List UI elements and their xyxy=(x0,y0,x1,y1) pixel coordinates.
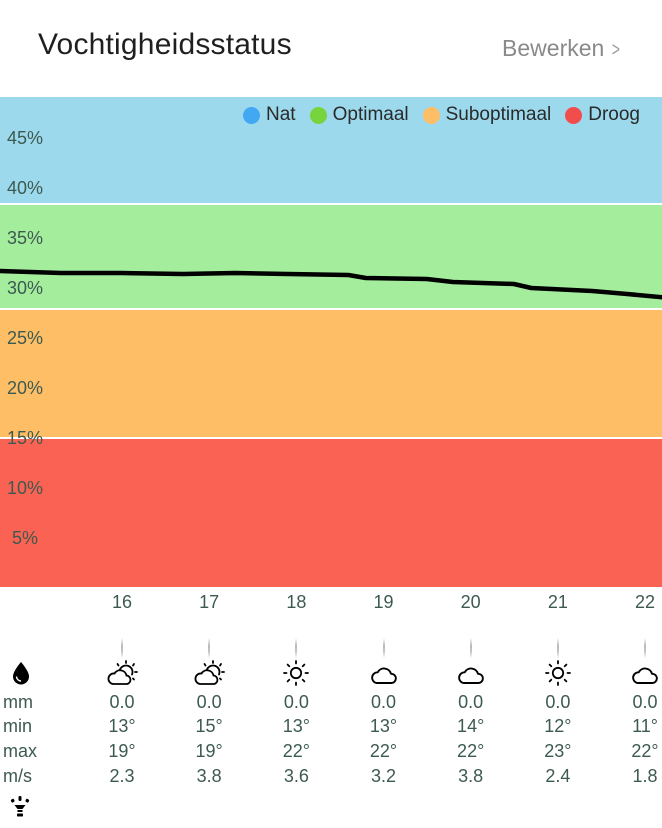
legend-label-suboptimaal: Suboptimaal xyxy=(445,104,552,125)
forecast-mm-value: 0.0 xyxy=(632,692,658,712)
forecast-wind-value: 3.8 xyxy=(458,766,484,786)
legend-label-optimaal: Optimaal xyxy=(332,104,409,125)
y-tick-label: 40% xyxy=(7,178,43,198)
forecast-min-value: 15° xyxy=(195,716,223,736)
forecast-min-value: 13° xyxy=(282,716,310,736)
moisture-line xyxy=(0,268,662,300)
forecast-mm-value: 0.0 xyxy=(370,692,397,712)
moisture-chart: 5% 10% 15% 20% 25% 30% 35% 40% 45% xyxy=(0,97,662,587)
y-tick-label: 10% xyxy=(7,478,43,498)
day-tick-mark xyxy=(121,638,123,658)
y-tick-label: 35% xyxy=(7,228,43,248)
day-tick-mark xyxy=(469,638,472,658)
forecast-wind-value: 3.6 xyxy=(283,766,309,786)
day-label: 16 xyxy=(111,592,133,612)
legend-label-droog: Droog xyxy=(588,104,640,125)
edit-button[interactable]: Bewerken > xyxy=(502,35,622,62)
legend-dot-droog xyxy=(565,106,583,124)
row-label-wind: m/s xyxy=(3,766,32,786)
forecast-wind-value: 3.8 xyxy=(196,766,222,786)
day-label: 19 xyxy=(373,592,394,612)
day-label: 18 xyxy=(286,592,307,612)
forecast-max-value: 19° xyxy=(195,741,223,761)
forecast-max-value: 22° xyxy=(631,741,659,761)
cloudy-icon xyxy=(454,659,488,687)
cloudy-icon xyxy=(628,659,662,687)
edit-label: Bewerken xyxy=(502,35,605,61)
forecast-wind-value: 2.4 xyxy=(545,766,571,786)
legend-label-nat: Nat xyxy=(266,104,296,125)
day-label: 22 xyxy=(635,592,656,612)
row-label-max: max xyxy=(3,741,38,761)
chart-legend: Nat Optimaal Suboptimaal Droog xyxy=(229,104,640,126)
forecast-mm-value: 0.0 xyxy=(283,692,309,712)
partly-cloudy-icon xyxy=(105,659,139,687)
y-tick-label: 5% xyxy=(12,528,38,548)
forecast-min-value: 12° xyxy=(544,716,572,736)
y-tick-label: 45% xyxy=(7,128,43,148)
forecast-min-value: 11° xyxy=(632,716,658,736)
band-optimaal xyxy=(0,204,662,309)
forecast-max-value: 22° xyxy=(282,741,310,761)
day-label: 20 xyxy=(460,592,481,612)
forecast-mm-value: 0.0 xyxy=(458,692,484,712)
y-tick-label: 15% xyxy=(7,428,43,448)
row-label-mm: mm xyxy=(3,692,33,712)
forecast-mm-value: 0.0 xyxy=(545,692,571,712)
header: Vochtigheidsstatus Bewerken > xyxy=(0,0,662,97)
y-tick-label: 20% xyxy=(7,378,43,398)
forecast-min-value: 13° xyxy=(108,716,136,736)
partly-cloudy-icon xyxy=(192,659,226,687)
y-tick-label: 25% xyxy=(7,328,43,348)
band-suboptimaal xyxy=(0,309,662,438)
forecast-min-value: 13° xyxy=(369,716,398,736)
legend-dot-suboptimaal xyxy=(422,106,440,124)
legend-item-droog: Droog xyxy=(565,104,640,126)
legend-item-nat: Nat xyxy=(243,104,296,126)
sprinkler-icon xyxy=(10,796,30,817)
forecast-min-value: 14° xyxy=(457,716,485,736)
page-title: Vochtigheidsstatus xyxy=(38,28,292,61)
row-label-min: min xyxy=(3,716,33,736)
day-tick-mark xyxy=(382,638,385,658)
forecast-max-value: 22° xyxy=(457,741,485,761)
day-tick-mark xyxy=(556,638,559,658)
y-tick-label: 30% xyxy=(7,278,43,298)
legend-item-optimaal: Optimaal xyxy=(309,104,409,126)
chevron-right-icon: > xyxy=(612,39,621,61)
band-nat xyxy=(0,97,662,204)
legend-item-suboptimaal: Suboptimaal xyxy=(422,104,552,126)
band-droog xyxy=(0,438,662,587)
water-drop-icon xyxy=(13,662,29,685)
forecast-mm-value: 0.0 xyxy=(109,692,135,712)
forecast-wind-value: 3.2 xyxy=(370,766,397,786)
forecast-max-value: 22° xyxy=(369,741,398,761)
day-tick-mark xyxy=(295,638,298,658)
cloudy-icon xyxy=(367,659,401,687)
forecast-max-value: 19° xyxy=(108,741,136,761)
sunny-icon xyxy=(541,659,575,687)
day-label: 17 xyxy=(199,592,220,612)
forecast-wind-value: 2.3 xyxy=(109,766,135,786)
day-tick-mark xyxy=(644,638,647,658)
day-tick-mark xyxy=(208,638,211,658)
forecast-max-value: 23° xyxy=(544,741,572,761)
day-label: 21 xyxy=(547,592,568,612)
forecast-mm-value: 0.0 xyxy=(196,692,222,712)
sunny-icon xyxy=(279,659,313,687)
legend-dot-nat xyxy=(243,106,261,124)
legend-dot-optimaal xyxy=(309,106,327,124)
forecast-wind-value: 1.8 xyxy=(632,766,658,786)
